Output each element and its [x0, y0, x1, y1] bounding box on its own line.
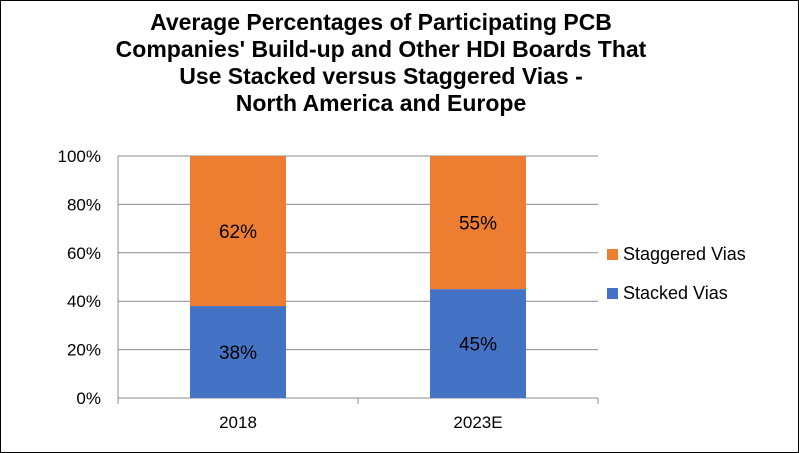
legend-swatch-staggered-vias — [607, 249, 618, 260]
chart-title-line-2: Companies' Build-up and Other HDI Boards… — [115, 36, 647, 62]
chart-title: Average Percentages of Participating PCB… — [61, 9, 701, 117]
x-tick-label-2023E: 2023E — [453, 413, 502, 432]
chart-title-line-1: Average Percentages of Participating PCB — [150, 9, 612, 35]
y-tick-label-0: 0% — [76, 389, 101, 408]
y-tick-label-60: 60% — [67, 244, 101, 263]
bar-staggered-vias-2018 — [190, 156, 286, 307]
y-tick-label-80: 80% — [67, 195, 101, 214]
legend: Staggered Vias Stacked Vias — [607, 243, 746, 321]
y-tick-label-100: 100% — [58, 147, 101, 166]
bar-stacked-vias-2018 — [190, 306, 286, 398]
data-label-stacked-vias-2023E: 45% — [459, 335, 497, 356]
bar-stacked-vias-2023E — [430, 289, 526, 398]
legend-item-staggered-vias: Staggered Vias — [607, 243, 746, 266]
legend-swatch-stacked-vias — [607, 288, 618, 299]
bar-staggered-vias-2023E — [430, 156, 526, 290]
data-label-stacked-vias-2018: 38% — [219, 343, 257, 364]
chart-title-line-4: North America and Europe — [235, 90, 527, 116]
y-tick-label-20: 20% — [67, 341, 101, 360]
legend-item-stacked-vias: Stacked Vias — [607, 282, 746, 305]
data-label-staggered-vias-2023E: 55% — [459, 214, 497, 235]
legend-label-staggered-vias: Staggered Vias — [623, 244, 746, 264]
y-tick-label-40: 40% — [67, 292, 101, 311]
chart-title-line-3: Use Stacked versus Staggered Vias - — [179, 63, 583, 89]
data-label-staggered-vias-2018: 62% — [219, 222, 257, 243]
legend-label-stacked-vias: Stacked Vias — [623, 283, 728, 303]
x-tick-label-2018: 2018 — [219, 413, 257, 432]
